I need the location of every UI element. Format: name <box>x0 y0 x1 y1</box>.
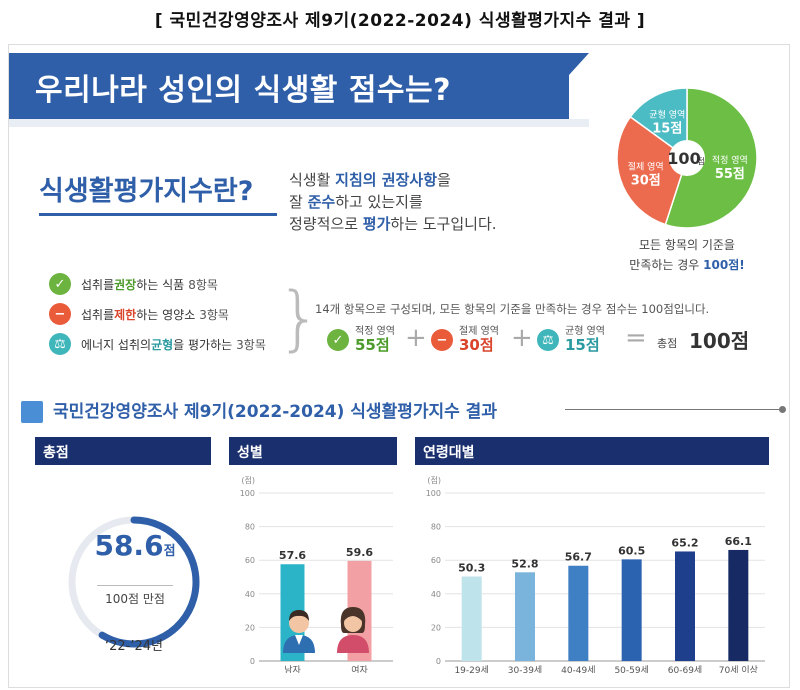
bar-value-label: 59.6 <box>346 546 373 559</box>
page-caption: [ 국민건강영양조사 제9기(2022-2024) 식생활평가지수 결과 ] <box>154 11 646 31</box>
total-score-max: 100점 만점 <box>97 585 173 607</box>
x-tick-label: 여자 <box>351 664 368 673</box>
bar <box>568 565 589 661</box>
y-tick-label: 0 <box>250 657 255 666</box>
pie-slice-name: 적정 영역 <box>712 154 748 166</box>
pie-slice-name: 균형 영역 <box>649 109 685 120</box>
x-tick-label: 60-69세 <box>668 665 702 673</box>
gauge-fill <box>98 516 200 648</box>
pie-slice <box>616 115 688 226</box>
pie-center-unit: 점 <box>697 156 704 166</box>
formula-balance: ⚖ 균형 영역 15점 <box>537 326 605 353</box>
bar-value-label: 52.8 <box>511 557 538 570</box>
bar <box>728 549 749 661</box>
panel-header-total: 총점 <box>35 437 211 465</box>
y-axis-unit: (점) <box>241 475 255 485</box>
definition-text: 식생활 지침의 권장사항을 잘 준수하고 있는지를 정량적으로 평가하는 도구입… <box>289 171 497 233</box>
bar-value-label: 60.5 <box>618 544 645 557</box>
y-tick-label: 40 <box>431 590 441 599</box>
pie-center-value: 100 <box>667 149 700 168</box>
plus-sign: + <box>405 323 427 353</box>
pie-center <box>669 140 705 176</box>
plus-sign: + <box>511 323 533 353</box>
x-tick-label: 70세 이상 <box>719 665 758 673</box>
formula-adequacy: ✓ 적정 영역 55점 <box>327 326 395 353</box>
bar <box>515 572 535 661</box>
brace-divider: } <box>277 277 322 359</box>
pie-slice-name: 절제 영역 <box>628 160 664 172</box>
x-tick-label: 19-29세 <box>454 665 488 673</box>
pie-slice-value: 30점 <box>631 173 661 188</box>
y-tick-label: 20 <box>245 623 255 632</box>
total-score-gauge <box>68 516 200 648</box>
panel-header-sex: 성별 <box>229 437 397 465</box>
bar <box>461 576 482 661</box>
y-tick-label: 60 <box>245 556 255 565</box>
section-rule-dot <box>779 406 786 413</box>
female-avatar-icon <box>337 607 369 653</box>
x-tick-label: 남자 <box>284 665 301 673</box>
scale-icon: ⚖ <box>49 333 71 355</box>
infographic: 우리나라 성인의 식생활 점수는? 식생활평가지수란? 식생활 지침의 권장사항… <box>8 44 790 688</box>
male-avatar-icon <box>283 610 315 653</box>
x-tick-label: 50-59세 <box>614 665 648 673</box>
bar-value-label: 56.7 <box>565 551 592 564</box>
component-restricted: − 섭취를 제한 하는 영양소 3항목 <box>49 303 229 325</box>
check-icon: ✓ <box>49 273 71 295</box>
x-tick-label: 40-49세 <box>561 665 595 673</box>
survey-period: ‘22-’24년 <box>105 639 163 654</box>
panel-header-age: 연령대별 <box>415 437 769 465</box>
bar-value-label: 50.3 <box>458 561 485 574</box>
section-marker <box>21 401 43 423</box>
formula-total-value: 100점 <box>689 329 750 353</box>
pie-slice <box>629 87 688 160</box>
y-tick-label: 0 <box>436 657 441 666</box>
y-tick-label: 100 <box>426 489 441 498</box>
y-tick-label: 100 <box>240 489 255 498</box>
pie-slice <box>664 87 758 229</box>
age-bar-chart: (점) 0 20 40 60 80 100 50.3 19-29세 52.8 30-39세 56.7 4… <box>426 475 765 673</box>
component-balance: ⚖ 에너지 섭취의 균형 을 평가하는 3항목 <box>49 333 266 355</box>
definition-underline <box>39 213 277 216</box>
y-tick-label: 40 <box>245 590 255 599</box>
pie-caption: 모든 항목의 기준을 만족하는 경우 100점! <box>629 238 745 272</box>
bar-value-label: 66.1 <box>725 535 752 548</box>
minus-icon: − <box>49 303 71 325</box>
formula-moderation: − 절제 영역 30점 <box>431 326 499 353</box>
banner-stripe <box>9 119 589 127</box>
scale-icon: ⚖ <box>537 329 559 352</box>
component-recommended: ✓ 섭취를 권장 하는 식품 8항목 <box>49 273 218 295</box>
banner-tip <box>529 53 589 119</box>
total-score: 58.6점 <box>94 529 176 562</box>
y-tick-label: 20 <box>431 623 441 632</box>
check-icon: ✓ <box>327 329 349 352</box>
definition-title: 식생활평가지수란? <box>39 176 254 207</box>
bar <box>621 559 642 661</box>
bar <box>675 551 695 661</box>
minus-icon: − <box>431 329 453 352</box>
section-title: 국민건강영양조사 제9기(2022-2024) 식생활평가지수 결과 <box>53 402 497 422</box>
banner-title: 우리나라 성인의 식생활 점수는? <box>35 73 452 108</box>
x-tick-label: 30-39세 <box>508 665 542 673</box>
bar-value-label: 65.2 <box>671 536 698 549</box>
formula-total-label: 총점 <box>657 337 678 350</box>
y-tick-label: 80 <box>245 523 255 532</box>
y-tick-label: 60 <box>431 556 441 565</box>
equals-sign: = <box>625 323 647 353</box>
pie-slice-value: 15점 <box>652 121 682 136</box>
section-rule <box>565 409 781 410</box>
bar-value-label: 57.6 <box>279 549 306 562</box>
title-banner <box>9 53 569 119</box>
y-tick-label: 80 <box>431 523 441 532</box>
pie-slice-value: 55점 <box>715 167 745 182</box>
y-axis-unit: (점) <box>427 475 441 485</box>
formula-note: 14개 항목으로 구성되며, 모든 항목의 기준을 만족하는 경우 점수는 10… <box>315 302 710 316</box>
